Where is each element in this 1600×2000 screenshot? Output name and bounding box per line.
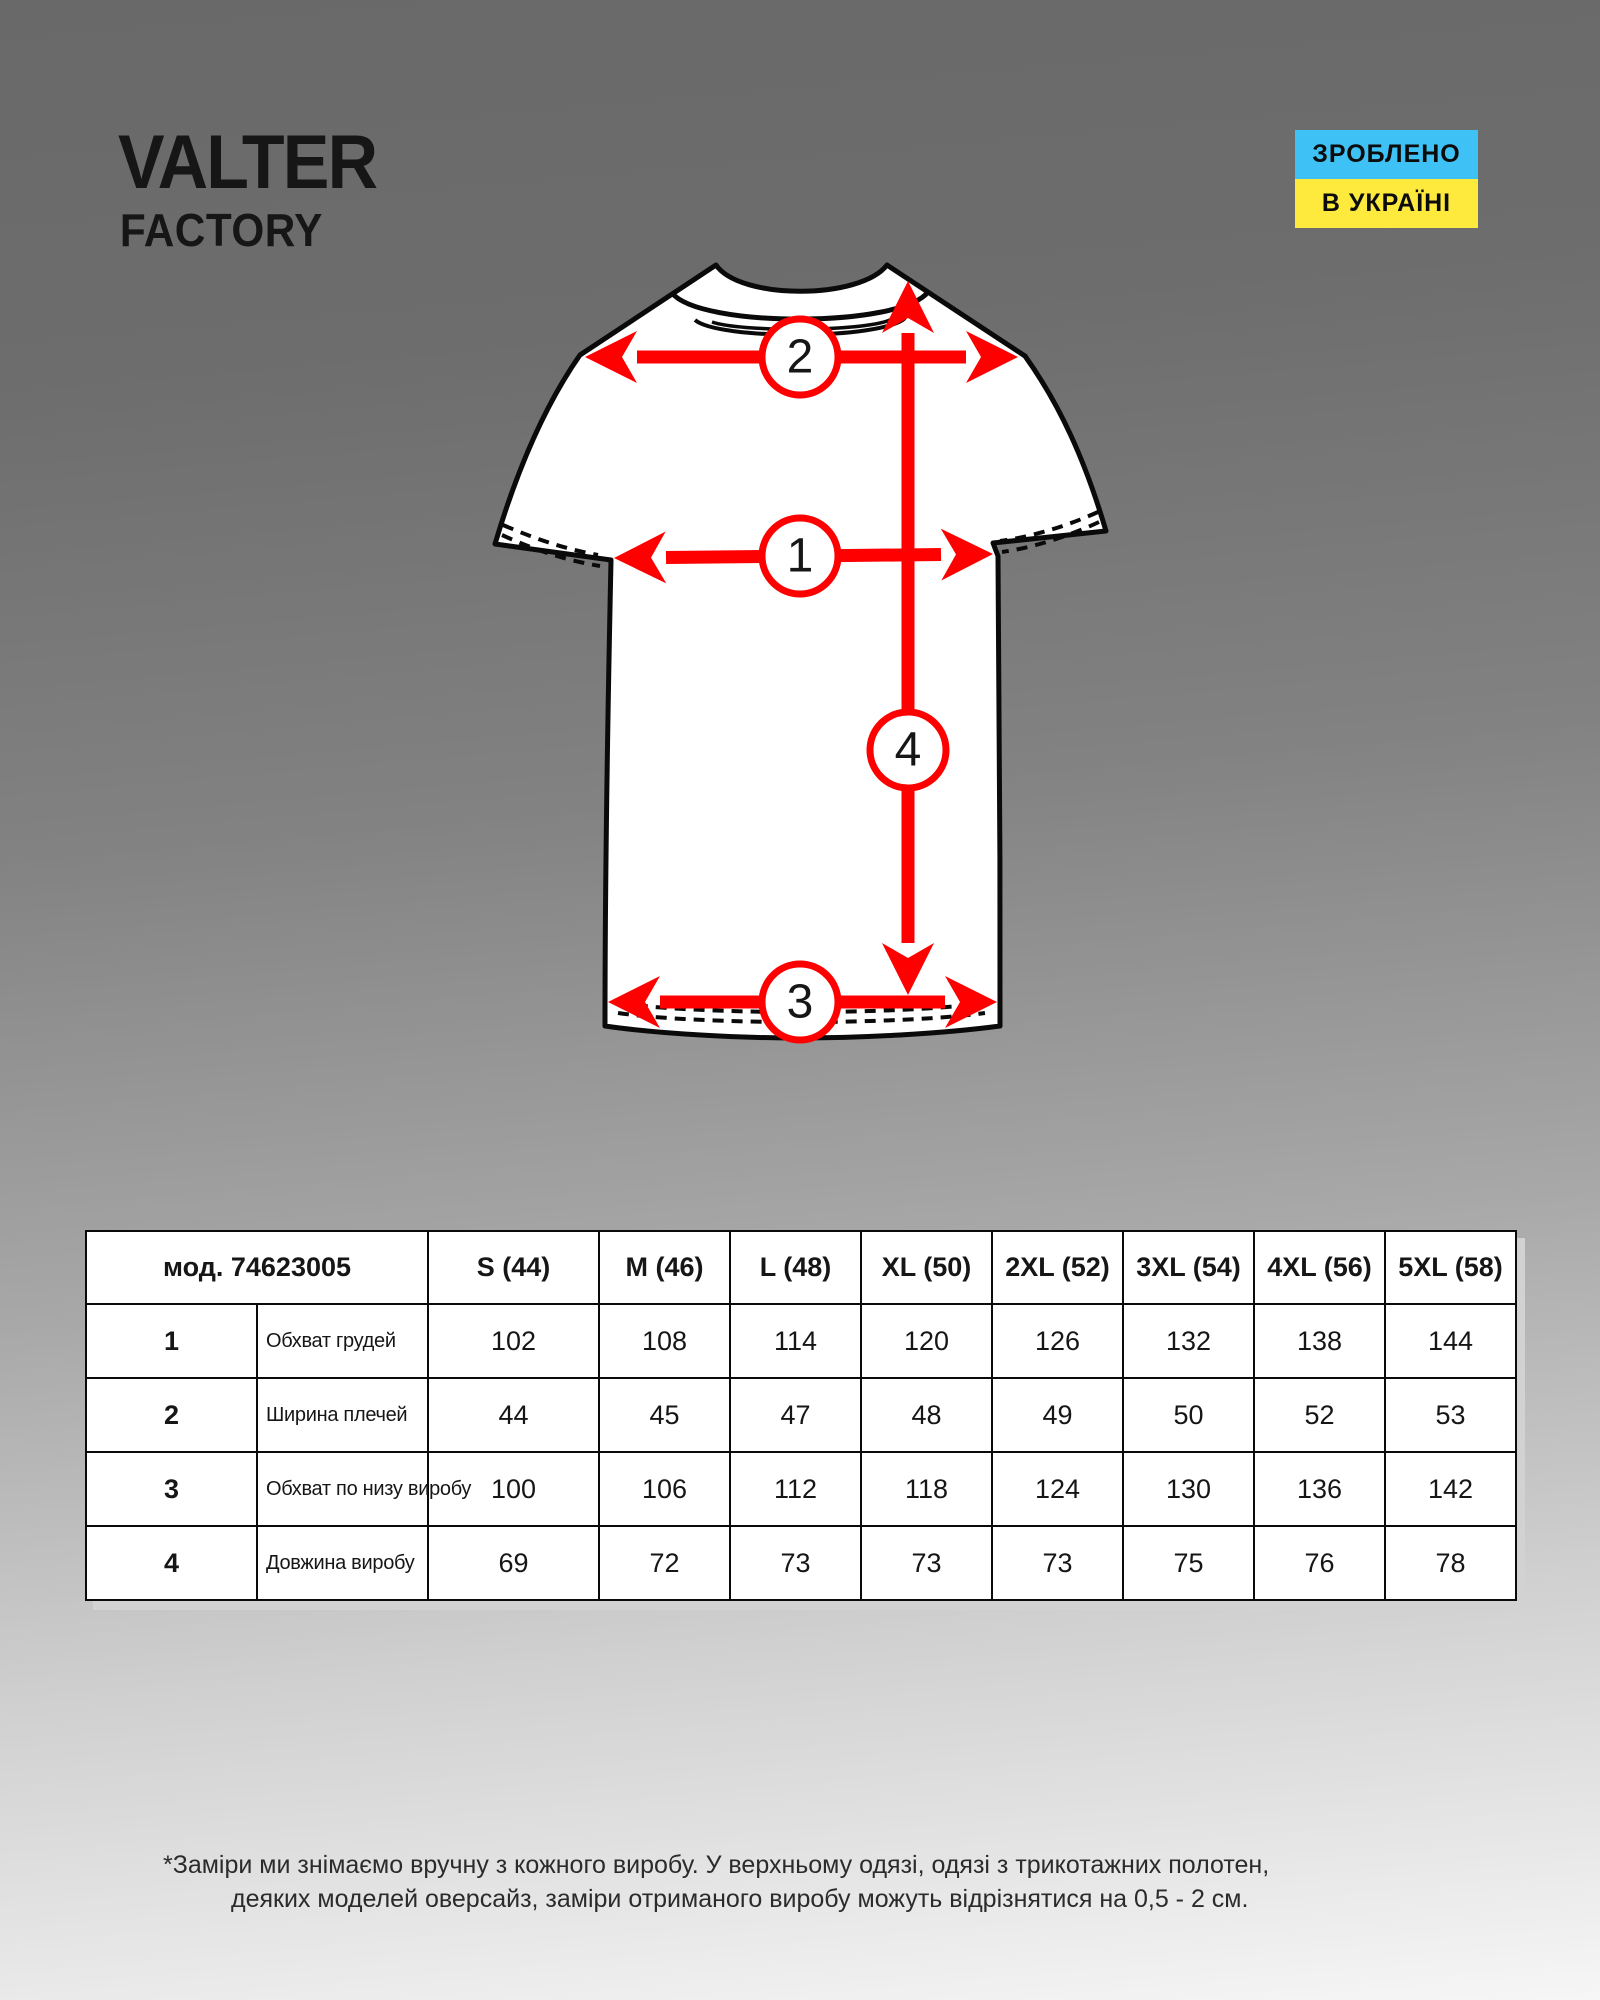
- svg-text:3: 3: [787, 976, 814, 1029]
- svg-text:2: 2: [787, 331, 814, 384]
- svg-text:VALTER: VALTER: [118, 120, 377, 204]
- svg-text:4: 4: [895, 724, 922, 777]
- svg-text:1: 1: [787, 530, 814, 583]
- svg-text:FACTORY: FACTORY: [120, 205, 323, 256]
